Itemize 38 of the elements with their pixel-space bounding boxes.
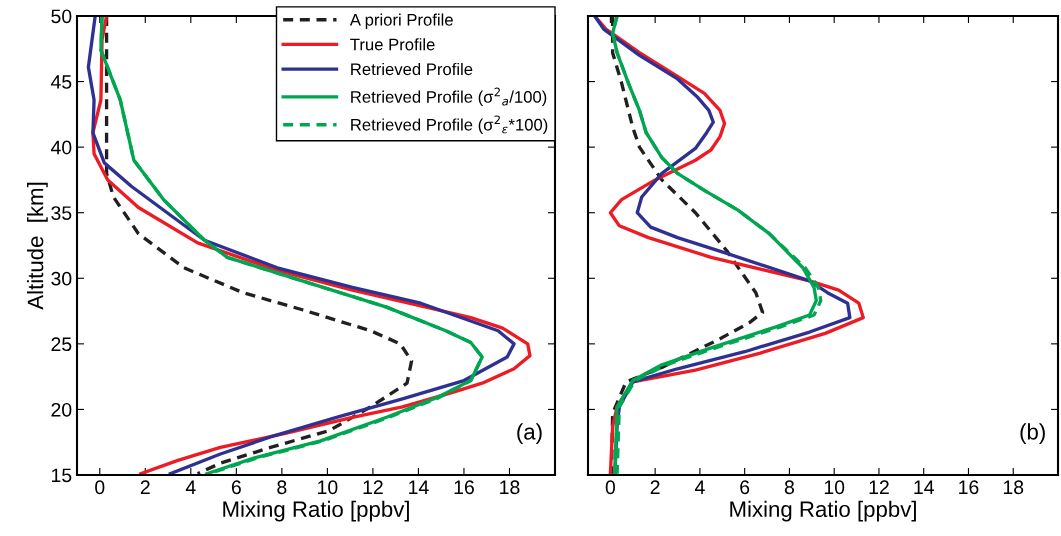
x-tick-label: 14 <box>409 480 429 494</box>
x-tick-label: 14 <box>914 480 934 494</box>
y-tick-label: 15 <box>52 468 72 483</box>
x-tick-label: 16 <box>454 480 474 495</box>
x-tick-label: 0 <box>605 480 616 495</box>
x-tick-label: 10 <box>824 480 845 495</box>
y-tick-label: 20 <box>51 402 72 417</box>
x-tick-label: 2 <box>140 480 150 494</box>
x-tick-label: 18 <box>1003 480 1024 495</box>
x-tick-label: 12 <box>363 480 383 494</box>
y-tick-label: 45 <box>50 75 72 89</box>
y-tick-label: 40 <box>50 140 72 155</box>
y-tick-label: 25 <box>51 337 72 352</box>
annotation: (b) <box>1020 423 1045 445</box>
x-axis-title: Mixing Ratio [ppbv] <box>223 500 409 522</box>
y-axis-title: Altitude [km] <box>27 182 48 310</box>
x-tick-label: 16 <box>959 480 979 495</box>
x-tick-label: 4 <box>185 480 196 494</box>
y-tick-label: 35 <box>51 206 72 220</box>
x-tick-label: 4 <box>694 480 705 494</box>
x-tick-label: 2 <box>650 480 660 494</box>
x-tick-label: 10 <box>318 480 338 495</box>
legend-label: Retrieved Profile <box>351 62 473 76</box>
legend-label: Retrieved Profile (σ$^{2}$$_{a}$/100) <box>351 87 547 107</box>
x-tick-label: 0 <box>95 480 105 495</box>
x-tick-label: 6 <box>231 480 241 495</box>
x-tick-label: 8 <box>784 480 794 495</box>
x-tick-label: 6 <box>740 480 750 495</box>
x-tick-label: 12 <box>869 480 889 494</box>
x-axis-title: Mixing Ratio [ppbv] <box>730 500 916 522</box>
x-tick-label: 18 <box>500 480 520 495</box>
legend-label: A priori Profile <box>349 13 453 30</box>
annotation: (a) <box>517 423 542 445</box>
x-tick-label: 8 <box>277 480 287 495</box>
legend-label: True Profile <box>350 38 435 51</box>
y-tick-label: 30 <box>51 271 72 286</box>
legend-label: Retrieved Profile (σ$^{2}$$_{ε}$*100) <box>351 115 548 134</box>
y-tick-label: 50 <box>51 9 72 24</box>
